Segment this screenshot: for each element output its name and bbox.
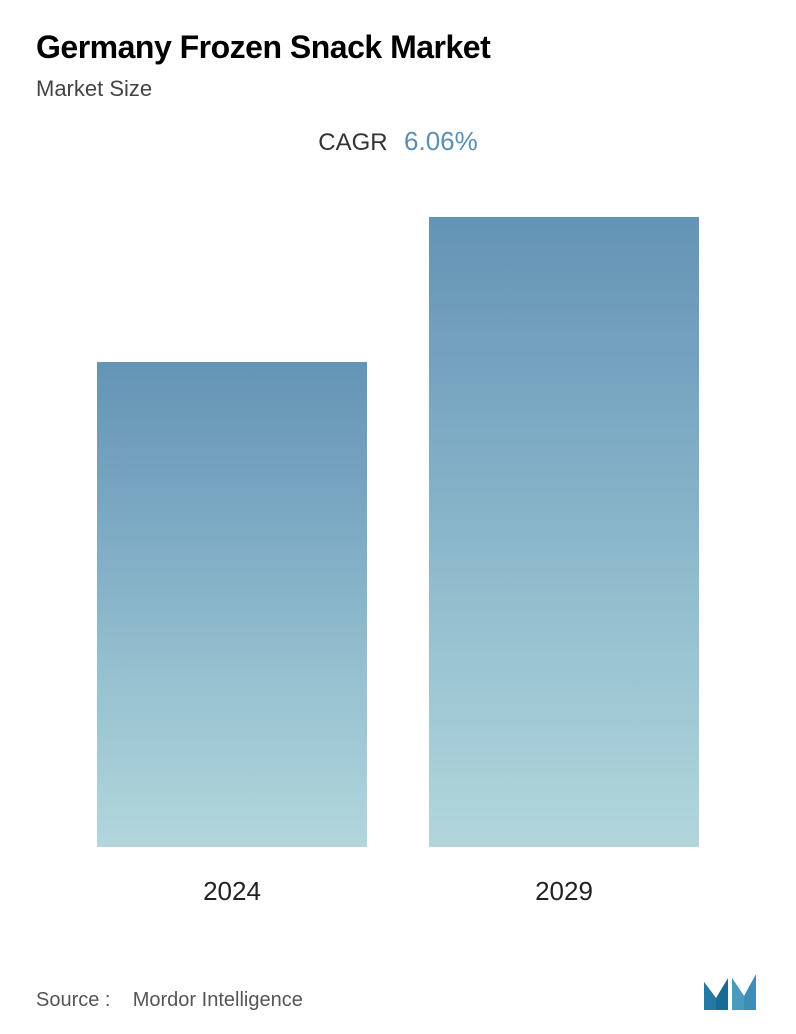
mordor-logo-icon (702, 970, 760, 1012)
labels-row: 2024 2029 (36, 858, 760, 907)
bar-1 (429, 217, 699, 847)
bar-group-0 (97, 362, 367, 847)
source-label: Source : (36, 989, 110, 1011)
chart-subtitle: Market Size (36, 76, 760, 102)
footer: Source : Mordor Intelligence (36, 970, 760, 1012)
cagr-row: CAGR 6.06% (36, 126, 760, 157)
source-text: Source : Mordor Intelligence (36, 989, 303, 1012)
bar-group-1 (429, 217, 699, 847)
cagr-value: 6.06% (404, 126, 478, 156)
chart-container: Germany Frozen Snack Market Market Size … (0, 0, 796, 1034)
cagr-label: CAGR (318, 129, 387, 156)
chart-area: 2024 2029 (36, 187, 760, 907)
bar-label-0: 2024 (97, 876, 367, 907)
chart-title: Germany Frozen Snack Market (36, 28, 760, 66)
bars-wrap (36, 207, 760, 847)
bar-label-1: 2029 (429, 876, 699, 907)
bar-0 (97, 362, 367, 847)
source-value: Mordor Intelligence (133, 989, 303, 1011)
